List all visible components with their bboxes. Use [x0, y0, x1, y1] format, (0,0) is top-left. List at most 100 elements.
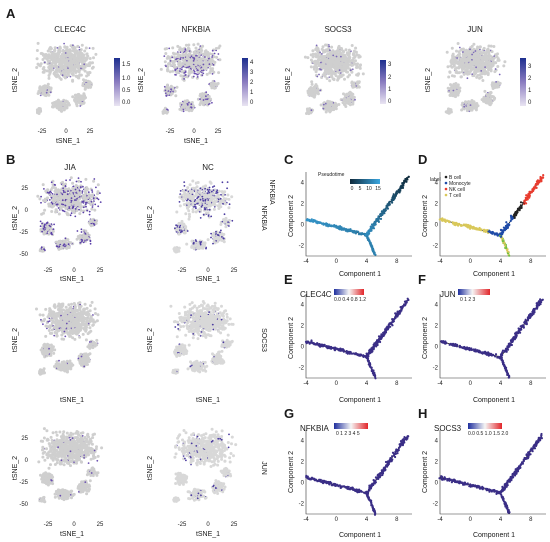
- cell-dot: [39, 62, 43, 66]
- cell-dot: [348, 90, 352, 94]
- tsne-plot: [303, 43, 365, 116]
- cell-dot: [309, 65, 313, 69]
- cell-dot: [44, 199, 48, 203]
- cell-dot: [324, 110, 328, 114]
- expressing-cell-dot: [169, 90, 172, 93]
- cell-dot: [49, 63, 52, 67]
- tsne-feature-nfkbia: NFKBIA 4 3 2 1 0 tSNE_2 tSNE_1 -25 0 25: [138, 25, 254, 145]
- cell-dot: [306, 56, 310, 60]
- cell-dot: [57, 212, 61, 216]
- cell-dot: [82, 53, 86, 57]
- expressing-cell-dot: [45, 91, 48, 94]
- expressing-cell-dot: [50, 231, 53, 234]
- cell-dot: [54, 64, 58, 68]
- cell-dot: [341, 73, 345, 77]
- cell-dot: [311, 94, 315, 98]
- cell-dot: [163, 60, 167, 64]
- expressing-cell-dot: [56, 203, 59, 206]
- cell-dot: [41, 67, 45, 71]
- cell-dot: [81, 58, 85, 62]
- panel-label-c: C: [284, 152, 294, 167]
- cell-dot: [175, 85, 179, 89]
- cell-dot: [74, 100, 78, 104]
- cell-dot: [351, 82, 354, 86]
- colorbar-tick: 0: [388, 99, 392, 105]
- cell-dot: [487, 50, 491, 54]
- cell-dot: [73, 46, 77, 50]
- expressing-cell-dot: [75, 180, 78, 183]
- cell-dot: [89, 220, 93, 223]
- expressing-cell-dot: [67, 243, 70, 246]
- cell-dot: [478, 76, 481, 80]
- cell-dot: [330, 45, 334, 49]
- cell-dot: [53, 61, 57, 65]
- expressing-cell-dot: [80, 180, 82, 183]
- cell-dot: [82, 197, 86, 201]
- tsne-feature-clec4c: CLEC4C 1.5 1.0 0.5 0.0 tSNE_2 tSNE_1 -25…: [12, 25, 131, 145]
- cell-dot: [92, 56, 95, 60]
- expressing-cell-dot: [92, 197, 95, 200]
- cell-dot: [77, 197, 81, 201]
- cell-dot: [310, 80, 314, 84]
- expressing-cell-dot: [43, 226, 46, 229]
- expressing-cell-dot: [202, 69, 205, 72]
- cell-dot: [471, 62, 475, 66]
- cell-dot: [354, 46, 358, 50]
- cell-dot: [54, 199, 57, 202]
- expressing-cell-dot: [89, 242, 92, 245]
- cell-dot: [38, 86, 42, 90]
- cell-dot: [327, 71, 331, 75]
- cell-dot: [496, 52, 499, 56]
- tsne-plot: [444, 42, 507, 115]
- cell-dot: [460, 103, 464, 107]
- cell-dot: [176, 55, 180, 59]
- cell-dot: [476, 74, 480, 77]
- cell-dot: [350, 59, 354, 63]
- cell-dot: [452, 64, 456, 68]
- expressing-cell-dot: [204, 56, 206, 58]
- cell-dot: [83, 190, 87, 194]
- cell-dot: [345, 52, 349, 56]
- expressing-cell-dot: [168, 47, 171, 50]
- cell-dot: [467, 53, 471, 57]
- cell-dot: [211, 84, 214, 88]
- cell-dot: [80, 43, 84, 47]
- expressing-cell-dot: [65, 179, 67, 182]
- cell-dot: [65, 63, 69, 66]
- cell-dot: [469, 107, 473, 111]
- x-tick: -25: [38, 129, 47, 135]
- cell-dot: [47, 76, 51, 80]
- cell-dot: [495, 83, 498, 87]
- expressing-cell-dot: [175, 58, 177, 61]
- cell-dot: [496, 65, 500, 68]
- expressing-cell-dot: [69, 214, 72, 217]
- cell-dot: [453, 85, 457, 89]
- x-tick: 0: [64, 129, 68, 135]
- cell-dot: [321, 45, 325, 49]
- cell-dot: [196, 70, 200, 74]
- cell-dot: [69, 55, 73, 59]
- cell-dot: [36, 62, 40, 66]
- cell-dot: [182, 78, 186, 82]
- cell-dot: [70, 65, 74, 69]
- expressing-cell-dot: [41, 230, 43, 233]
- cell-dot: [204, 66, 208, 70]
- cell-dot: [464, 54, 468, 58]
- cell-dot: [61, 183, 65, 187]
- expressing-cell-dot: [79, 241, 82, 244]
- cell-dot: [62, 101, 66, 105]
- expressing-cell-dot: [462, 51, 464, 53]
- cell-dot: [57, 50, 60, 54]
- expressing-cell-dot: [82, 211, 85, 214]
- cell-dot: [90, 66, 94, 70]
- expressing-cell-dot: [56, 245, 59, 248]
- cell-dot: [63, 45, 67, 49]
- expressing-cell-dot: [208, 57, 210, 60]
- tsne-plot: [35, 41, 98, 115]
- expressing-cell-dot: [179, 68, 182, 70]
- cell-dot: [211, 69, 215, 73]
- cell-dot: [489, 57, 493, 61]
- cell-dot: [446, 86, 450, 90]
- cell-dot: [455, 49, 458, 53]
- cell-dot: [166, 68, 169, 72]
